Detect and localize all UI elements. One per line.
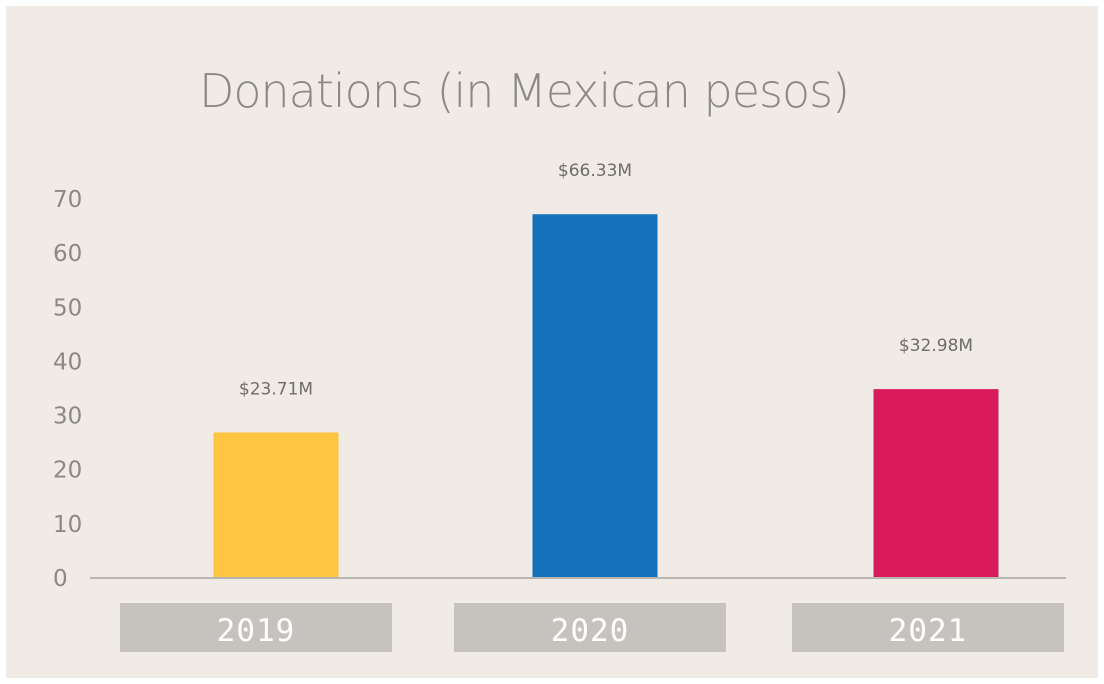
x-tick-label-2021: 2021 (889, 613, 968, 649)
bar-2020 (532, 214, 658, 577)
chart-title: Donations (in Mexican pesos) (198, 64, 850, 118)
y-tick-label-30: 30 (53, 404, 82, 430)
y-tick-label-10: 10 (53, 512, 82, 538)
bar-2021 (873, 389, 999, 577)
y-tick-label-70: 70 (53, 187, 82, 213)
y-tick-label-0: 0 (53, 566, 68, 592)
data-label-2020: $66.33M (558, 161, 632, 181)
y-tick-label-60: 60 (53, 241, 82, 267)
y-tick-label-40: 40 (53, 349, 82, 375)
bar-2019 (213, 432, 339, 577)
x-tick-label-2020: 2020 (551, 613, 630, 649)
data-label-2019: $23.71M (239, 379, 313, 399)
data-label-2021: $32.98M (899, 336, 973, 356)
x-tick-label-2019: 2019 (217, 613, 296, 649)
y-tick-label-20: 20 (53, 458, 82, 484)
category-box-2019 (120, 603, 392, 652)
category-box-2020 (454, 603, 726, 652)
category-box-2021 (792, 603, 1064, 652)
y-tick-label-50: 50 (53, 295, 82, 321)
